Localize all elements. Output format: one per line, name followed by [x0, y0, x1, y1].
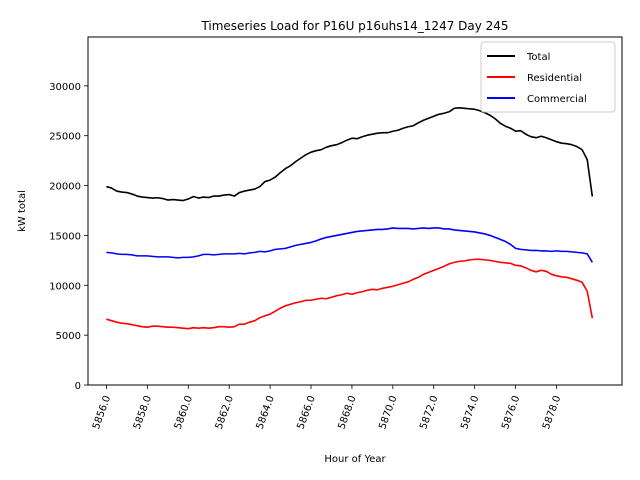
y-tick-label: 15000 [49, 231, 81, 242]
series-line-commercial [106, 227, 594, 263]
x-axis-label: Hour of Year [324, 454, 386, 465]
legend-box [480, 41, 616, 113]
series-line-residential [106, 258, 594, 330]
y-tick-label: 0 [75, 381, 81, 392]
y-tick-label: 20000 [49, 182, 81, 193]
y-axis-label: kW total [17, 190, 28, 232]
legend: Total Residential Commercial [480, 41, 616, 113]
y-tick-label: 10000 [49, 281, 81, 292]
legend-label-residential: Residential [527, 73, 582, 84]
y-tick-label: 5000 [56, 331, 81, 342]
y-tick-label: 30000 [49, 82, 81, 93]
chart-title: Timeseries Load for P16U p16uhs14_1247 D… [200, 19, 508, 33]
legend-label-commercial: Commercial [527, 94, 587, 105]
plot-frame [87, 36, 623, 386]
y-axis: 0 5000 10000 15000 20000 25000 30000 [49, 82, 88, 392]
legend-label-total: Total [526, 52, 550, 63]
series-line-total [106, 107, 594, 202]
series-layer [106, 107, 594, 330]
y-tick-label: 25000 [49, 132, 81, 143]
